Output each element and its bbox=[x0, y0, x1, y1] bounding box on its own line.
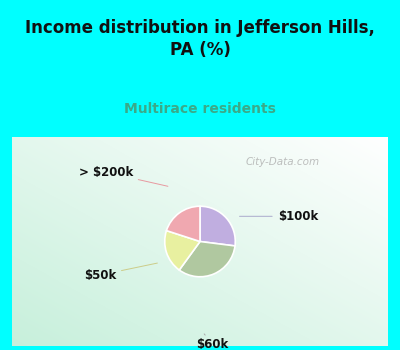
Wedge shape bbox=[165, 231, 200, 270]
Text: Income distribution in Jefferson Hills,
PA (%): Income distribution in Jefferson Hills, … bbox=[25, 19, 375, 59]
Text: $60k: $60k bbox=[196, 334, 229, 350]
Text: $100k: $100k bbox=[240, 210, 318, 223]
Wedge shape bbox=[166, 206, 200, 241]
Text: Multirace residents: Multirace residents bbox=[124, 102, 276, 116]
Text: $50k: $50k bbox=[84, 263, 157, 282]
Text: > $200k: > $200k bbox=[78, 166, 168, 186]
Text: City-Data.com: City-Data.com bbox=[246, 157, 320, 167]
Wedge shape bbox=[179, 241, 235, 277]
Wedge shape bbox=[200, 206, 235, 246]
